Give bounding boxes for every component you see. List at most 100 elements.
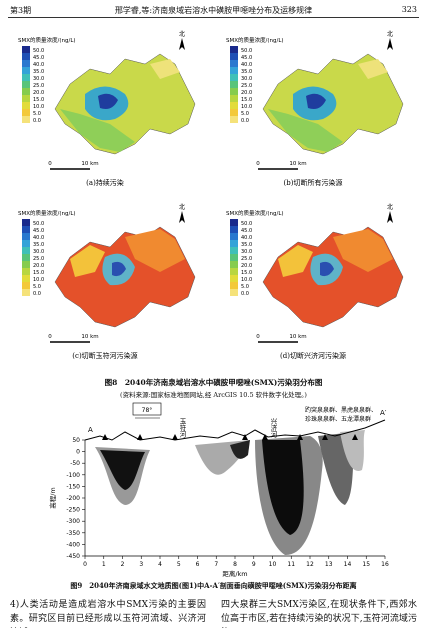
north-arrow: [179, 211, 185, 223]
legend-label: 50.0: [241, 221, 252, 227]
legend-title: SMX的质量浓度/(ng/L): [18, 209, 76, 217]
legend-label: 5.0: [241, 284, 249, 290]
map-zone: [278, 245, 313, 277]
y-tick-label: -100: [66, 472, 80, 479]
legend-label: 25.0: [241, 256, 252, 262]
legend-swatch: [230, 240, 238, 247]
body-left: 4)人类活动是造成岩溶水中SMX污染的主要因素。研究区目前已经形成以玉符河流域、…: [10, 600, 206, 624]
legend-label: 15.0: [33, 97, 44, 103]
legend-swatch: [22, 289, 30, 296]
legend-swatch: [230, 282, 238, 289]
legend-swatch: [22, 226, 30, 233]
map-zone: [150, 59, 180, 79]
legend-swatch: [230, 67, 238, 74]
angle-box: [132, 402, 162, 416]
y-tick-label: -450: [66, 553, 80, 560]
fig8-caption: 图8 2040年济南泉域岩溶水中磺胺甲噁唑(SMX)污染羽分布图: [104, 378, 323, 387]
legend-swatch: [230, 88, 238, 95]
legend-swatch: [22, 116, 30, 123]
legend-swatch: [22, 74, 30, 81]
y-tick-label: -150: [66, 483, 80, 490]
legend-label: 30.0: [241, 76, 252, 82]
y-tick-label: -200: [66, 495, 80, 502]
scale-start: 0: [256, 334, 260, 340]
scale-start: 0: [256, 161, 260, 167]
legend-swatch: [230, 60, 238, 67]
legend-swatch: [22, 240, 30, 247]
legend-swatch: [22, 46, 30, 53]
terrain: [84, 419, 386, 441]
north-arrow: [387, 38, 393, 50]
scale-end: 10 km: [289, 161, 306, 167]
point-label: A: [88, 426, 93, 434]
legend-label: 40.0: [33, 62, 44, 68]
legend-label: 35.0: [33, 242, 44, 248]
x-tick-label: 15: [362, 561, 370, 568]
legend-label: 45.0: [33, 228, 44, 234]
legend-swatch: [22, 219, 30, 226]
legend-title: SMX的质量浓度/(ng/L): [226, 209, 284, 217]
panel-caption: (a)持续污染: [86, 178, 124, 187]
y-tick-label: -300: [66, 518, 80, 525]
map-zone: [60, 109, 135, 152]
legend-label: 40.0: [241, 235, 252, 241]
legend-label: 20.0: [33, 263, 44, 269]
map-panel: SMX的质量浓度/(ng/L) 50.045.040.035.030.025.02…: [18, 30, 196, 187]
issue: 第3期: [10, 6, 32, 15]
spring-marker: [297, 434, 303, 440]
north-arrow: [179, 38, 185, 50]
map-zone: [358, 59, 388, 79]
map-panel: SMX的质量浓度/(ng/L) 50.045.040.035.030.025.02…: [18, 203, 196, 360]
legend-label: 10.0: [241, 104, 252, 110]
legend-label: 5.0: [241, 111, 249, 117]
header-rule: [8, 17, 419, 18]
cross-section: [84, 402, 386, 556]
legend-label: 30.0: [33, 76, 44, 82]
legend-label: 40.0: [241, 62, 252, 68]
legend-label: 30.0: [33, 249, 44, 255]
legend-swatch: [230, 289, 238, 296]
legend-swatch: [22, 282, 30, 289]
y-tick-label: -250: [66, 507, 80, 514]
north-arrow: [387, 211, 393, 223]
map-zone: [70, 245, 105, 277]
spring-marker: [172, 434, 178, 440]
figures: SMX的质量浓度/(ng/L)50.045.040.035.030.025.02…: [18, 30, 404, 578]
x-tick-label: 16: [381, 561, 389, 568]
scale-start: 0: [48, 334, 52, 340]
legend-label: 25.0: [241, 83, 252, 89]
north-label: 北: [387, 30, 393, 38]
spring-marker: [102, 434, 108, 440]
legend-swatch: [230, 261, 238, 268]
legend-label: 30.0: [241, 249, 252, 255]
legend-swatch: [22, 268, 30, 275]
map-zone: [98, 93, 118, 109]
plume: [340, 430, 365, 471]
map-zone: [112, 261, 126, 277]
legend-swatch: [22, 67, 30, 74]
legend-label: 35.0: [241, 69, 252, 75]
y-tick-label: -50: [70, 460, 80, 467]
legend-label: 20.0: [33, 90, 44, 96]
x-tick-label: 6: [196, 561, 200, 568]
legend-swatch: [22, 261, 30, 268]
legend-label: 45.0: [33, 55, 44, 61]
x-tick-label: 7: [214, 561, 218, 568]
angle-label: 78°: [142, 407, 153, 414]
x-tick-label: 1: [102, 561, 106, 568]
legend-label: 25.0: [33, 83, 44, 89]
legend-label: 0.0: [33, 291, 41, 297]
spring-label: 珍珠泉泉群、五龙潭泉群: [305, 415, 371, 423]
river-label: 兴济河: [269, 417, 277, 438]
x-tick-label: 2: [121, 561, 125, 568]
y-tick-label: -350: [66, 530, 80, 537]
legend-label: 50.0: [241, 48, 252, 54]
plume: [230, 440, 250, 459]
legend-swatch: [22, 53, 30, 60]
legend-swatch: [22, 275, 30, 282]
legend-swatch: [22, 102, 30, 109]
x-tick-label: 14: [344, 561, 352, 568]
x-tick-label: 9: [252, 561, 256, 568]
x-tick-label: 12: [306, 561, 314, 568]
north-label: 北: [179, 203, 185, 211]
